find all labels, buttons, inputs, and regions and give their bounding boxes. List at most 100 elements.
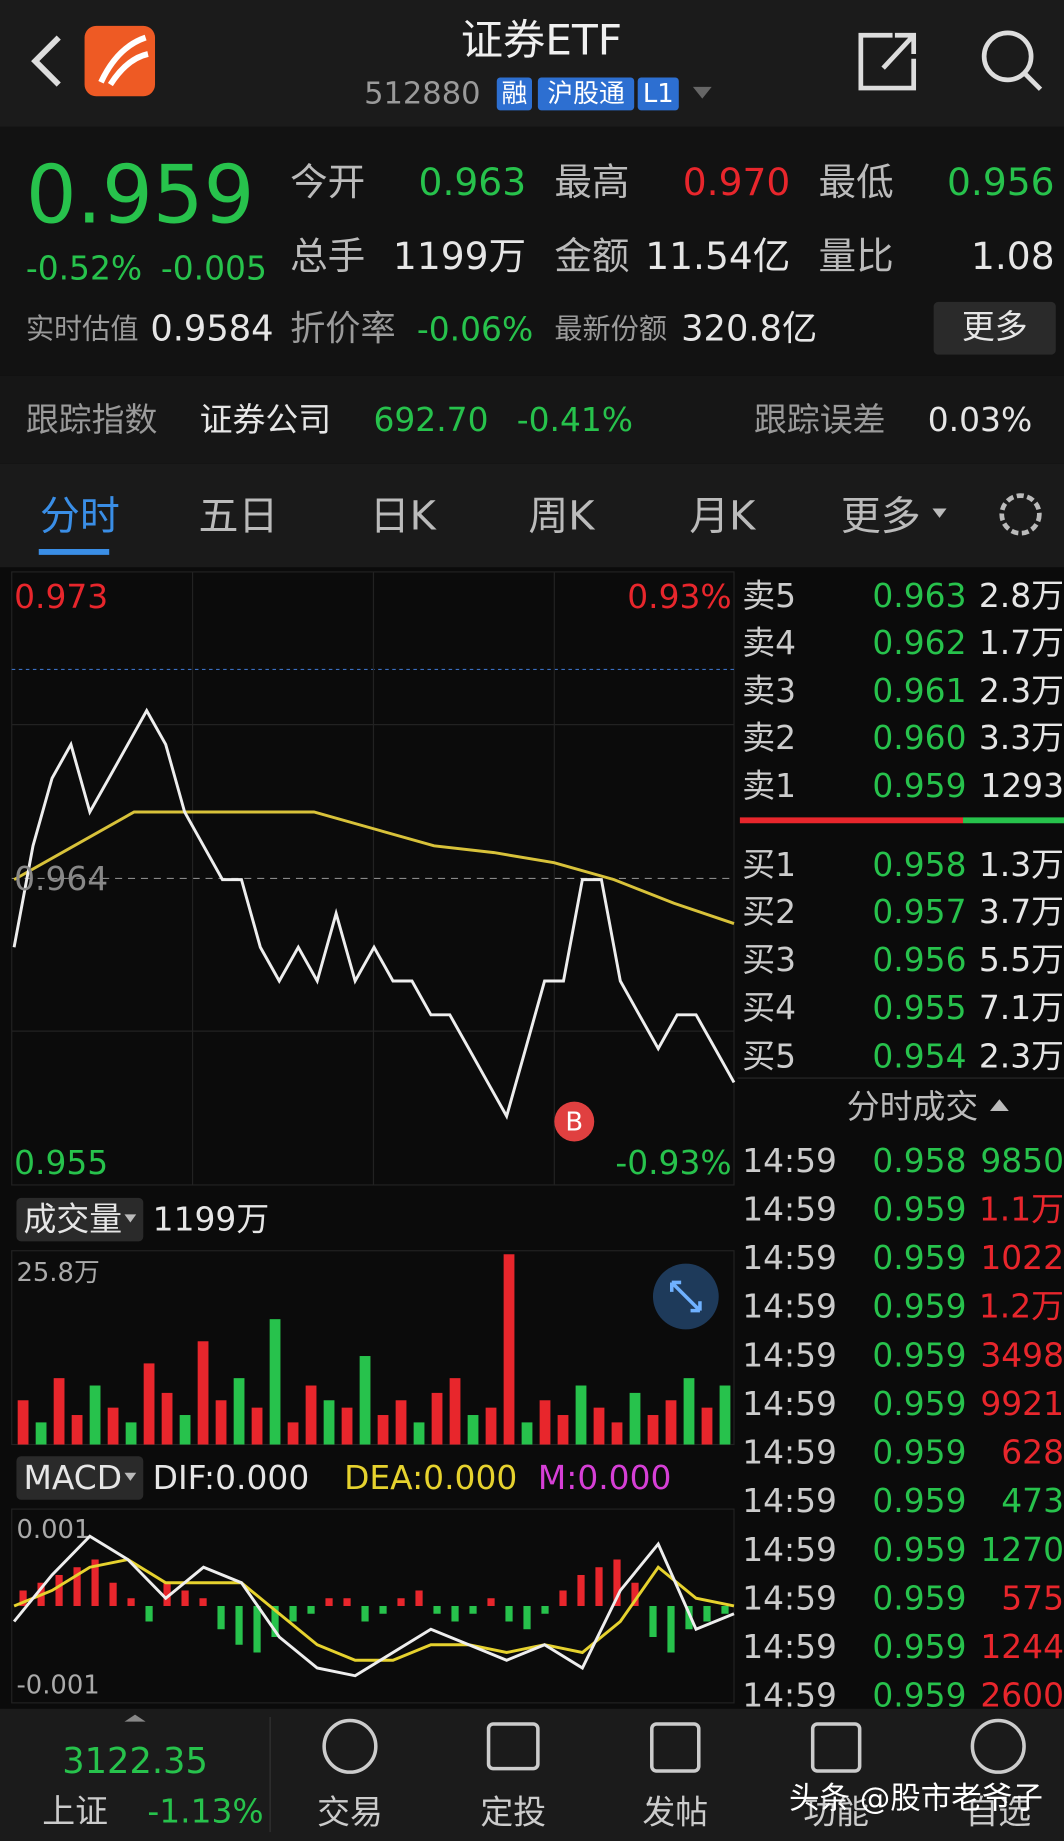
- nav-label[interactable]: 定投: [480, 1793, 546, 1832]
- book-price: 0.957: [872, 892, 966, 931]
- macd-frame: [11, 1508, 735, 1704]
- index-arrow: [124, 1714, 146, 1722]
- volume-label[interactable]: 成交量: [23, 1200, 122, 1239]
- trade-vol: 628: [1001, 1433, 1064, 1472]
- macd-bar: [91, 1559, 99, 1606]
- trade-vol: 1.1万: [979, 1189, 1064, 1228]
- macd-bar: [271, 1605, 279, 1637]
- volume-bar: [125, 1422, 137, 1445]
- macd-bar: [127, 1598, 135, 1606]
- book-vol: 2.3万: [979, 1036, 1064, 1075]
- book-price: 0.954: [872, 1036, 966, 1075]
- macd-bar: [55, 1574, 63, 1606]
- axis-label: 0.973: [14, 577, 108, 616]
- book-price: 0.959: [872, 766, 966, 805]
- macd-label[interactable]: MACD: [23, 1458, 122, 1497]
- search-handle: [1022, 71, 1043, 91]
- nav-icon[interactable]: [486, 1722, 540, 1771]
- volume-bar: [305, 1385, 317, 1445]
- value: 692.70: [373, 400, 488, 439]
- trade-vol: 3498: [980, 1335, 1064, 1374]
- macd-bar: [199, 1598, 207, 1606]
- tab[interactable]: 分时: [40, 494, 120, 540]
- search-button[interactable]: [981, 30, 1034, 83]
- settings-button[interactable]: [999, 493, 1042, 536]
- book-vol: 7.1万: [979, 988, 1064, 1027]
- tabs-bg: [0, 463, 1064, 568]
- book-vol: 2.3万: [979, 671, 1064, 710]
- macd-bar: [703, 1605, 711, 1622]
- value: -0.06%: [417, 309, 533, 348]
- volume-bar: [107, 1407, 119, 1445]
- macd-bar: [73, 1567, 81, 1606]
- volume-total: 1199万: [153, 1200, 270, 1239]
- volume-bar: [17, 1400, 29, 1445]
- macd-bar: [145, 1605, 153, 1622]
- field-label: 量比: [819, 234, 894, 278]
- book-price: 0.955: [872, 988, 966, 1027]
- axis-label: 0.955: [14, 1143, 108, 1182]
- nav-label[interactable]: 自选: [965, 1793, 1031, 1832]
- macd-bar: [415, 1590, 423, 1606]
- book-label: 买5: [742, 1036, 796, 1075]
- trade-vol: 1.2万: [979, 1287, 1064, 1326]
- more-label[interactable]: 更多: [962, 307, 1028, 346]
- volume-bar: [611, 1422, 623, 1445]
- nav-label[interactable]: 发帖: [642, 1793, 708, 1832]
- dif-label: DIF:0.000: [153, 1458, 310, 1497]
- nav-label[interactable]: 交易: [317, 1793, 383, 1832]
- field-value: 1.08: [971, 234, 1055, 278]
- tab[interactable]: 月K: [689, 494, 756, 540]
- change-pct: -0.52%: [26, 248, 142, 287]
- nav-icon[interactable]: [322, 1718, 378, 1774]
- share-button[interactable]: [858, 32, 917, 91]
- tag: [496, 77, 533, 111]
- trade-vol: 9850: [980, 1141, 1064, 1180]
- macd-bar: [559, 1590, 567, 1606]
- axis-label: 0.001: [16, 1515, 90, 1545]
- book-label: 卖2: [742, 718, 796, 757]
- value: 0.9584: [150, 308, 273, 349]
- tab[interactable]: 五日: [198, 494, 278, 540]
- back-button[interactable]: [31, 35, 61, 87]
- field-label: 今开: [290, 160, 365, 204]
- volume-bar: [143, 1363, 155, 1445]
- volume-bar: [323, 1400, 335, 1445]
- nav-icon[interactable]: [650, 1722, 701, 1773]
- book-label: 买1: [742, 845, 796, 884]
- nav-label[interactable]: 功能: [803, 1793, 869, 1832]
- label: 跟踪误差: [754, 400, 886, 439]
- tag-label: L1: [643, 79, 674, 109]
- book-label: 买4: [742, 988, 796, 1027]
- volume-selector[interactable]: [16, 1197, 144, 1242]
- book-vol: 1.3万: [979, 845, 1064, 884]
- field-value: 1199万: [393, 234, 526, 278]
- tab[interactable]: 周K: [528, 494, 595, 540]
- value: -0.41%: [517, 400, 633, 439]
- nav-icon[interactable]: [810, 1722, 862, 1773]
- field-value: 0.963: [419, 160, 527, 204]
- volume-bar: [503, 1254, 515, 1445]
- volume-bar: [557, 1415, 569, 1445]
- book-label: 卖4: [742, 623, 796, 662]
- book-price: 0.963: [872, 576, 966, 615]
- macd-bar: [379, 1605, 387, 1614]
- macd-bar: [613, 1559, 621, 1606]
- volume-bar: [629, 1392, 641, 1445]
- volume-bar: [449, 1378, 461, 1445]
- volume-bar: [89, 1385, 101, 1445]
- nav-icon[interactable]: [970, 1718, 1026, 1774]
- code: 512880: [364, 76, 481, 111]
- macd-selector[interactable]: [16, 1456, 144, 1500]
- value: 0.03%: [928, 400, 1032, 439]
- tracking-bg: [0, 375, 1064, 464]
- macd-bar: [163, 1582, 171, 1606]
- tab[interactable]: 更多: [841, 494, 921, 540]
- tab[interactable]: 日K: [370, 494, 437, 540]
- dropdown-arrow[interactable]: [692, 86, 712, 99]
- macd-bar: [235, 1605, 243, 1645]
- macd-bar: [631, 1582, 639, 1606]
- more-button[interactable]: [933, 301, 1056, 355]
- book-label: 卖1: [742, 766, 796, 805]
